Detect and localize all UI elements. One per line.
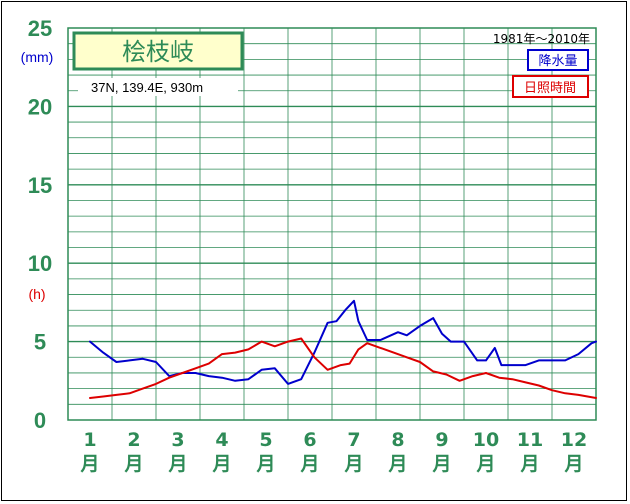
- y-tick-label: 15: [28, 173, 52, 198]
- month-suffix-label: 月: [123, 453, 143, 475]
- month-suffix-label: 月: [431, 453, 451, 475]
- y-tick-label: 0: [34, 408, 46, 433]
- month-suffix-label: 月: [79, 453, 99, 475]
- month-suffix-label: 月: [299, 453, 319, 475]
- month-number-label: 5: [259, 429, 272, 451]
- month-number-label: 8: [391, 429, 404, 451]
- grid-lines: [68, 28, 596, 420]
- precip-unit-label: (mm): [21, 49, 54, 65]
- month-number-label: 6: [303, 429, 316, 451]
- legend-sunshine-box: [512, 75, 589, 98]
- sunshine-unit-label: (h): [28, 286, 45, 302]
- y-tick-label: 20: [28, 94, 52, 119]
- month-suffix-label: 月: [343, 453, 363, 475]
- location-box: [78, 78, 238, 96]
- month-number-label: 4: [215, 429, 228, 451]
- month-number-label: 2: [127, 429, 140, 451]
- month-number-label: 9: [435, 429, 448, 451]
- month-suffix-label: 月: [563, 453, 583, 475]
- legend-sunshine-label: 日照時間: [524, 81, 576, 96]
- title-box: [72, 31, 244, 71]
- month-suffix-label: 月: [519, 453, 539, 475]
- month-number-label: 11: [517, 429, 543, 451]
- month-suffix-label: 月: [387, 453, 407, 475]
- y-tick-label: 25: [28, 16, 52, 41]
- month-number-label: 10: [473, 429, 499, 451]
- month-number-label: 7: [347, 429, 360, 451]
- station-title: 桧枝岐: [122, 38, 194, 66]
- legend-precip-box: [527, 49, 589, 71]
- legend-precip-label: 降水量: [538, 54, 577, 69]
- month-suffix-label: 月: [255, 453, 275, 475]
- month-number-label: 1: [83, 429, 96, 451]
- month-suffix-label: 月: [167, 453, 187, 475]
- month-suffix-label: 月: [211, 453, 231, 475]
- month-suffix-label: 月: [475, 453, 495, 475]
- period-text: 1981年〜2010年: [493, 32, 590, 46]
- y-tick-label: 10: [28, 251, 52, 276]
- y-tick-label: 5: [34, 330, 46, 355]
- month-number-label: 3: [171, 429, 184, 451]
- month-number-label: 12: [561, 429, 587, 451]
- y-axis-ticks: 0 5 10 15 20 25: [28, 16, 52, 433]
- location-text: 37N, 139.4E, 930m: [91, 80, 203, 95]
- series-lines: [89, 299, 597, 399]
- sunshine-line: [89, 337, 597, 399]
